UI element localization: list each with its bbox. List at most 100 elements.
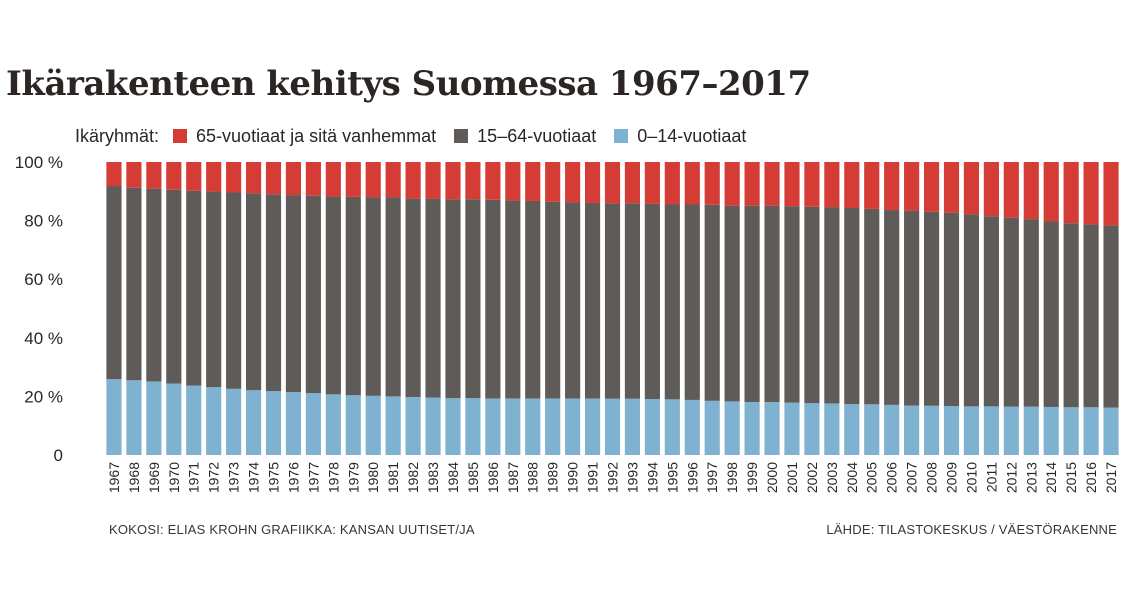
- x-tick-label: 1993: [624, 462, 640, 493]
- bar-segment-15-64: [265, 194, 282, 392]
- bar-segment-0-14: [784, 402, 800, 455]
- legend-heading: Ikäryhmät:: [75, 125, 160, 146]
- bar-segment-65-plus: [584, 162, 601, 204]
- bar-segment-0-14: [245, 390, 262, 455]
- bar-segment-0-14: [744, 401, 760, 455]
- x-tick-label: 1988: [525, 462, 541, 493]
- y-tick-label: 80 %: [24, 212, 63, 231]
- bar-segment-0-14: [1103, 407, 1119, 455]
- bar-segment-15-64: [186, 190, 202, 386]
- bar-segment-65-plus: [285, 162, 302, 196]
- legend-label-65-plus: 65-vuotiaat ja sitä vanhemmat: [196, 125, 437, 146]
- bar-segment-0-14: [285, 392, 302, 455]
- x-tick-label: 1996: [684, 462, 700, 493]
- bar-segment-65-plus: [923, 162, 940, 212]
- bar-segment-65-plus: [704, 162, 720, 205]
- x-tick-label: 1972: [206, 462, 222, 493]
- bar-segment-0-14: [1003, 406, 1019, 455]
- bar-segment-15-64: [1083, 224, 1099, 408]
- x-tick-label: 2002: [804, 462, 820, 493]
- y-tick-label: 20 %: [24, 387, 63, 406]
- bar-segment-0-14: [1043, 406, 1059, 455]
- legend-item-0-14: 0–14-vuotiaat: [614, 126, 746, 147]
- x-tick-label: 1991: [585, 462, 601, 493]
- bar-segment-65-plus: [226, 162, 242, 193]
- bar-segment-15-64: [923, 211, 940, 406]
- bar-segment-65-plus: [405, 162, 421, 199]
- bar-segment-15-64: [245, 193, 262, 391]
- x-tick-label: 2014: [1043, 462, 1059, 493]
- bar-segment-65-plus: [305, 162, 321, 196]
- x-tick-label: 1994: [644, 462, 660, 493]
- bar-segment-0-14: [265, 391, 282, 455]
- legend-swatch-0-14: [614, 129, 629, 143]
- bar-segment-15-64: [226, 192, 242, 389]
- x-tick-label: 2006: [884, 462, 900, 493]
- bar-segment-0-14: [1083, 407, 1099, 455]
- source-note: LÄHDE: TILASTOKESKUS / VÄESTÖRAKENNE: [826, 522, 1117, 537]
- bar-segment-65-plus: [525, 162, 541, 201]
- x-tick-label: 2004: [844, 462, 860, 493]
- bar-segment-0-14: [305, 393, 321, 455]
- bar-segment-65-plus: [844, 162, 860, 208]
- bar-segment-0-14: [844, 404, 860, 455]
- x-tick-label: 2009: [944, 462, 960, 493]
- bar-segment-15-64: [963, 214, 980, 407]
- bar-segment-0-14: [425, 397, 441, 455]
- x-tick-label: 1980: [365, 462, 381, 493]
- x-tick-label: 1984: [445, 462, 461, 493]
- bar-segment-0-14: [1063, 407, 1079, 455]
- bar-segment-65-plus: [604, 162, 621, 204]
- bar-segment-15-64: [385, 197, 401, 397]
- bar-segment-0-14: [545, 398, 561, 455]
- bar-segment-15-64: [724, 205, 740, 402]
- legend-swatch-15-64: [454, 129, 469, 143]
- bar-segment-15-64: [1003, 217, 1019, 407]
- bar-segment-65-plus: [465, 162, 481, 200]
- x-tick-label: 1999: [744, 462, 760, 493]
- bar-segment-0-14: [884, 404, 900, 455]
- bar-segment-15-64: [1043, 221, 1059, 407]
- x-tick-label: 1995: [664, 462, 680, 493]
- x-tick-label: 1985: [465, 462, 481, 493]
- bar-segment-65-plus: [106, 162, 122, 187]
- x-tick-label: 1974: [246, 462, 262, 493]
- bar-segment-65-plus: [365, 162, 381, 198]
- bar-segment-15-64: [904, 210, 920, 406]
- bar-segment-15-64: [206, 191, 222, 388]
- bar-segment-65-plus: [445, 162, 461, 200]
- x-tick-label: 2000: [764, 462, 780, 493]
- bar-segment-15-64: [584, 203, 601, 399]
- bar-segment-0-14: [325, 394, 341, 455]
- x-tick-label: 1978: [325, 462, 341, 493]
- bar-segment-15-64: [764, 205, 780, 402]
- x-tick-label: 1983: [425, 462, 441, 493]
- bar-segment-65-plus: [485, 162, 501, 200]
- x-tick-label: 1975: [266, 462, 282, 493]
- bar-segment-0-14: [206, 387, 222, 455]
- bar-segment-0-14: [126, 380, 142, 455]
- bar-segment-0-14: [864, 404, 880, 455]
- bar-segment-15-64: [565, 202, 581, 399]
- x-tick-label: 1976: [285, 462, 301, 493]
- bar-segment-65-plus: [245, 162, 262, 194]
- x-tick-label: 2017: [1103, 462, 1119, 493]
- bar-segment-15-64: [684, 204, 700, 400]
- x-tick-label: 2001: [784, 462, 800, 493]
- bar-segment-0-14: [1023, 406, 1039, 455]
- chart-title: Ikärakenteen kehitys Suomessa 1967–2017: [6, 64, 811, 104]
- bar-segment-0-14: [106, 379, 122, 455]
- bar-segment-65-plus: [186, 162, 202, 191]
- bar-segment-0-14: [345, 395, 361, 455]
- bar-segment-15-64: [744, 205, 760, 402]
- x-tick-label: 1979: [345, 462, 361, 493]
- x-tick-label: 1981: [385, 462, 401, 493]
- x-tick-label: 1992: [605, 462, 621, 493]
- bar-segment-65-plus: [126, 162, 142, 188]
- bar-segment-0-14: [146, 381, 162, 455]
- bar-segment-65-plus: [904, 162, 920, 211]
- bar-segment-0-14: [525, 398, 541, 455]
- bar-segment-65-plus: [1103, 162, 1119, 226]
- x-tick-label: 1986: [485, 462, 501, 493]
